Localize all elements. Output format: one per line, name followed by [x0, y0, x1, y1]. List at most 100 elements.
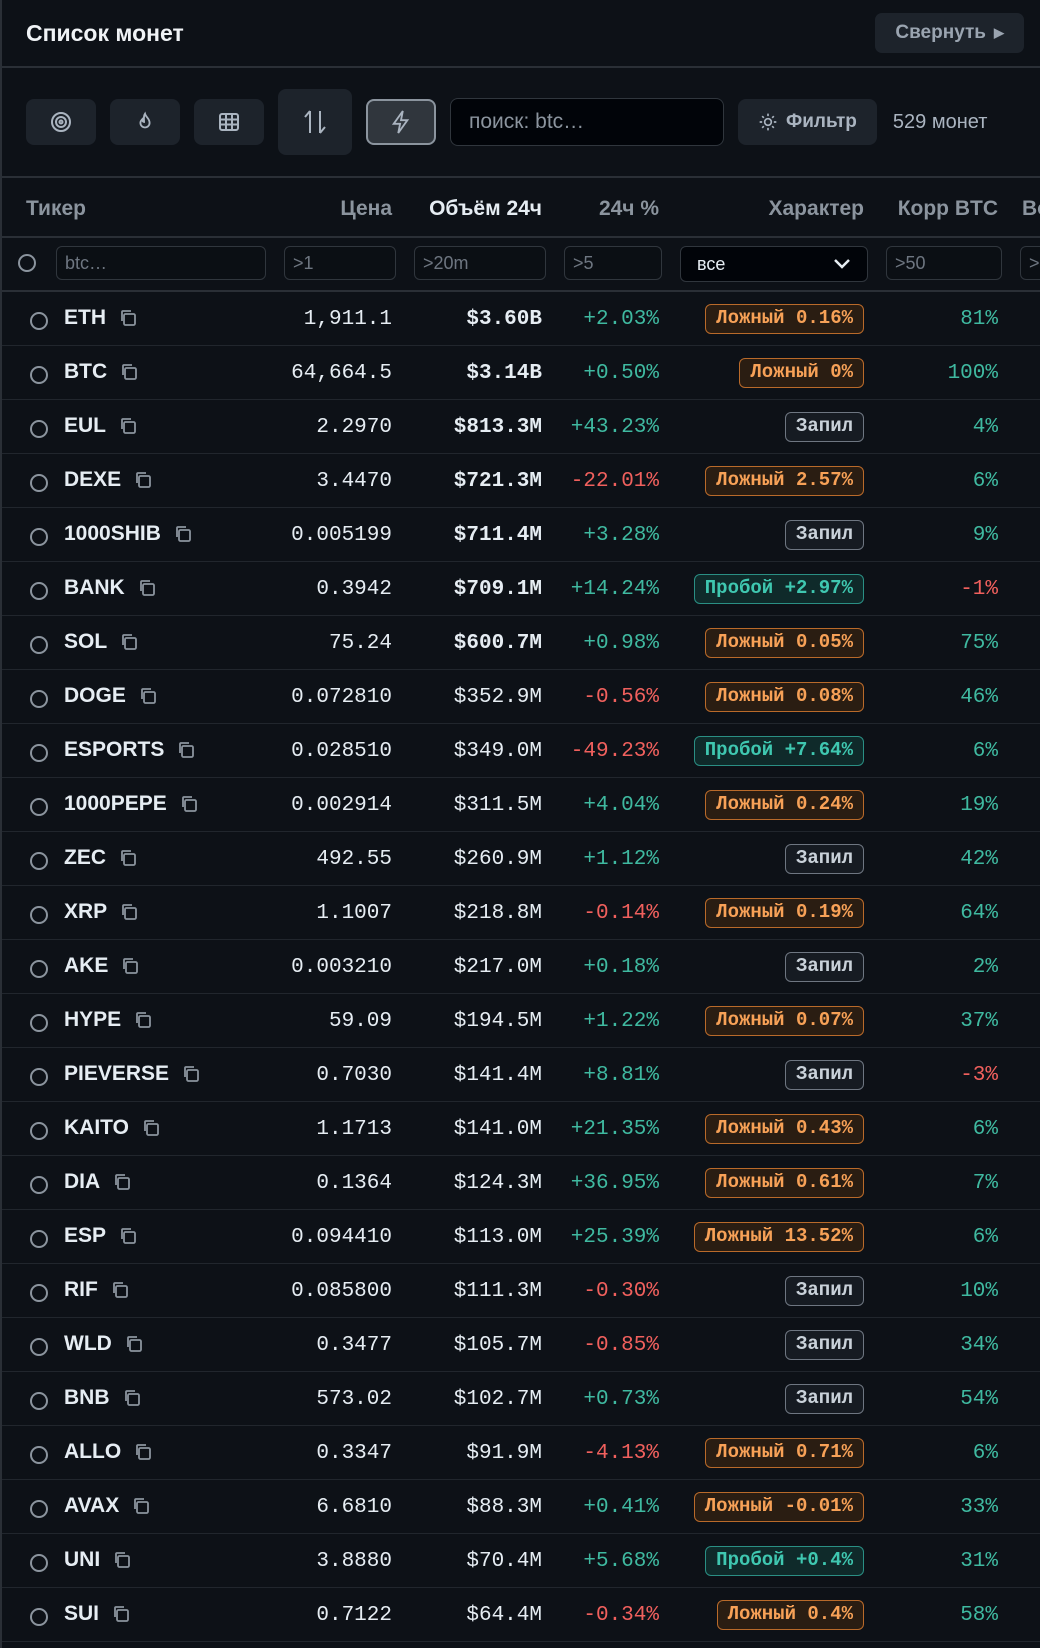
row-select-radio[interactable]: [30, 798, 48, 816]
col-change[interactable]: 24ч %: [598, 197, 659, 220]
copy-icon[interactable]: [118, 848, 138, 868]
row-select-radio[interactable]: [30, 1554, 48, 1572]
copy-icon[interactable]: [138, 686, 158, 706]
copy-icon[interactable]: [112, 1550, 132, 1570]
row-select-radio[interactable]: [30, 1392, 48, 1410]
table-row[interactable]: 1000SHIB 0.005199 $711.4M +3.28% Запил 9%: [2, 508, 1040, 562]
ticker-cell[interactable]: XRP: [64, 900, 139, 924]
row-select-radio[interactable]: [30, 1284, 48, 1302]
search-input[interactable]: [450, 98, 724, 146]
table-row[interactable]: HYPE 59.09 $194.5M +1.22% Ложный 0.07% 37%: [2, 994, 1040, 1048]
row-select-radio[interactable]: [30, 1176, 48, 1194]
row-select-radio[interactable]: [30, 1338, 48, 1356]
filter-corr-input[interactable]: [886, 246, 1002, 280]
row-select-radio[interactable]: [30, 1500, 48, 1518]
row-select-radio[interactable]: [30, 744, 48, 762]
col-extra[interactable]: Во: [1022, 197, 1040, 220]
col-volume[interactable]: Объём 24ч: [429, 197, 542, 220]
sort-button[interactable]: [278, 89, 352, 155]
copy-icon[interactable]: [118, 416, 138, 436]
filter-button[interactable]: Фильтр: [738, 99, 877, 145]
table-row[interactable]: WLD 0.3477 $105.7M -0.85% Запил 34%: [2, 1318, 1040, 1372]
ticker-cell[interactable]: UNI: [64, 1548, 132, 1572]
ticker-cell[interactable]: DIA: [64, 1170, 132, 1194]
row-select-radio[interactable]: [30, 1608, 48, 1626]
row-select-radio[interactable]: [30, 474, 48, 492]
ticker-cell[interactable]: HYPE: [64, 1008, 153, 1032]
copy-icon[interactable]: [120, 956, 140, 976]
ticker-cell[interactable]: DEXE: [64, 468, 153, 492]
copy-icon[interactable]: [119, 632, 139, 652]
copy-icon[interactable]: [122, 1388, 142, 1408]
copy-icon[interactable]: [118, 1226, 138, 1246]
copy-icon[interactable]: [133, 1442, 153, 1462]
row-select-radio[interactable]: [30, 636, 48, 654]
row-select-radio[interactable]: [30, 1230, 48, 1248]
col-corr[interactable]: Корр BTC: [897, 197, 998, 220]
table-row[interactable]: 1000PEPE 0.002914 $311.5M +4.04% Ложный 0.24…: [2, 778, 1040, 832]
copy-icon[interactable]: [137, 578, 157, 598]
table-row[interactable]: BTC 64,664.5 $3.14B +0.50% Ложный 0% 100%: [2, 346, 1040, 400]
copy-icon[interactable]: [118, 308, 138, 328]
copy-icon[interactable]: [119, 362, 139, 382]
collapse-button[interactable]: Свернуть ▶: [875, 13, 1024, 53]
table-row[interactable]: UNI 3.8880 $70.4M +5.68% Пробой +0.4% 31%: [2, 1534, 1040, 1588]
ticker-cell[interactable]: AKE: [64, 954, 140, 978]
table-row[interactable]: PIEVERSE 0.7030 $141.4M +8.81% Запил -3%: [2, 1048, 1040, 1102]
col-character[interactable]: Характер: [768, 197, 865, 220]
col-price[interactable]: Цена: [340, 197, 392, 220]
flame-button[interactable]: [110, 99, 180, 145]
row-select-radio[interactable]: [30, 582, 48, 600]
row-select-radio[interactable]: [30, 1014, 48, 1032]
ticker-cell[interactable]: SUI: [64, 1602, 131, 1626]
table-row[interactable]: DEXE 3.4470 $721.3M -22.01% Ложный 2.57% 6%: [2, 454, 1040, 508]
row-select-radio[interactable]: [30, 366, 48, 384]
row-select-radio[interactable]: [30, 690, 48, 708]
filter-character-select[interactable]: все: [680, 246, 868, 282]
ticker-cell[interactable]: PIEVERSE: [64, 1062, 201, 1086]
copy-icon[interactable]: [112, 1172, 132, 1192]
ticker-cell[interactable]: ESP: [64, 1224, 138, 1248]
target-button[interactable]: [26, 99, 96, 145]
table-row[interactable]: SOL 75.24 $600.7M +0.98% Ложный 0.05% 75%: [2, 616, 1040, 670]
copy-icon[interactable]: [111, 1604, 131, 1624]
table-row[interactable]: AVAX 6.6810 $88.3M +0.41% Ложный -0.01% 33%: [2, 1480, 1040, 1534]
ticker-cell[interactable]: BANK: [64, 576, 157, 600]
table-row[interactable]: EUL 2.2970 $813.3M +43.23% Запил 4%: [2, 400, 1040, 454]
row-select-radio[interactable]: [30, 1122, 48, 1140]
table-row[interactable]: BANK 0.3942 $709.1M +14.24% Пробой +2.97% -1%: [2, 562, 1040, 616]
filter-volume-input[interactable]: [414, 246, 546, 280]
grid-button[interactable]: [194, 99, 264, 145]
ticker-cell[interactable]: WLD: [64, 1332, 144, 1356]
copy-icon[interactable]: [131, 1496, 151, 1516]
table-row[interactable]: ESP 0.094410 $113.0M +25.39% Ложный 13.52% 6%: [2, 1210, 1040, 1264]
row-select-radio[interactable]: [30, 960, 48, 978]
table-row[interactable]: XRP 1.1007 $218.8M -0.14% Ложный 0.19% 64%: [2, 886, 1040, 940]
row-select-radio[interactable]: [30, 420, 48, 438]
filter-change-input[interactable]: [564, 246, 662, 280]
table-row[interactable]: ETH 1,911.1 $3.60B +2.03% Ложный 0.16% 81%: [2, 292, 1040, 346]
ticker-cell[interactable]: AVAX: [64, 1494, 151, 1518]
table-row[interactable]: DIA 0.1364 $124.3M +36.95% Ложный 0.61% 7%: [2, 1156, 1040, 1210]
ticker-cell[interactable]: ESPORTS: [64, 738, 196, 762]
row-select-radio[interactable]: [30, 906, 48, 924]
copy-icon[interactable]: [124, 1334, 144, 1354]
copy-icon[interactable]: [133, 470, 153, 490]
table-row[interactable]: DOGE 0.072810 $352.9M -0.56% Ложный 0.08% 46%: [2, 670, 1040, 724]
filter-price-input[interactable]: [284, 246, 396, 280]
col-ticker[interactable]: Тикер: [26, 197, 86, 220]
ticker-cell[interactable]: RIF: [64, 1278, 130, 1302]
ticker-cell[interactable]: KAITO: [64, 1116, 161, 1140]
row-select-radio[interactable]: [30, 852, 48, 870]
ticker-cell[interactable]: 1000SHIB: [64, 522, 193, 546]
ticker-cell[interactable]: ZEC: [64, 846, 138, 870]
row-select-radio[interactable]: [30, 1446, 48, 1464]
ticker-cell[interactable]: SOL: [64, 630, 139, 654]
copy-icon[interactable]: [141, 1118, 161, 1138]
copy-icon[interactable]: [173, 524, 193, 544]
ticker-cell[interactable]: BTC: [64, 360, 139, 384]
lightning-button[interactable]: [366, 99, 436, 145]
table-row[interactable]: RIF 0.085800 $111.3M -0.30% Запил 10%: [2, 1264, 1040, 1318]
table-row[interactable]: ALLO 0.3347 $91.9M -4.13% Ложный 0.71% 6%: [2, 1426, 1040, 1480]
ticker-cell[interactable]: ALLO: [64, 1440, 153, 1464]
